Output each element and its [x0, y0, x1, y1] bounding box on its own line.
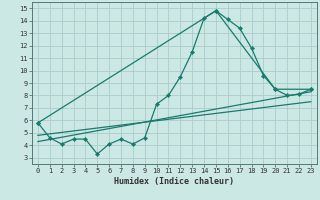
- X-axis label: Humidex (Indice chaleur): Humidex (Indice chaleur): [115, 177, 234, 186]
